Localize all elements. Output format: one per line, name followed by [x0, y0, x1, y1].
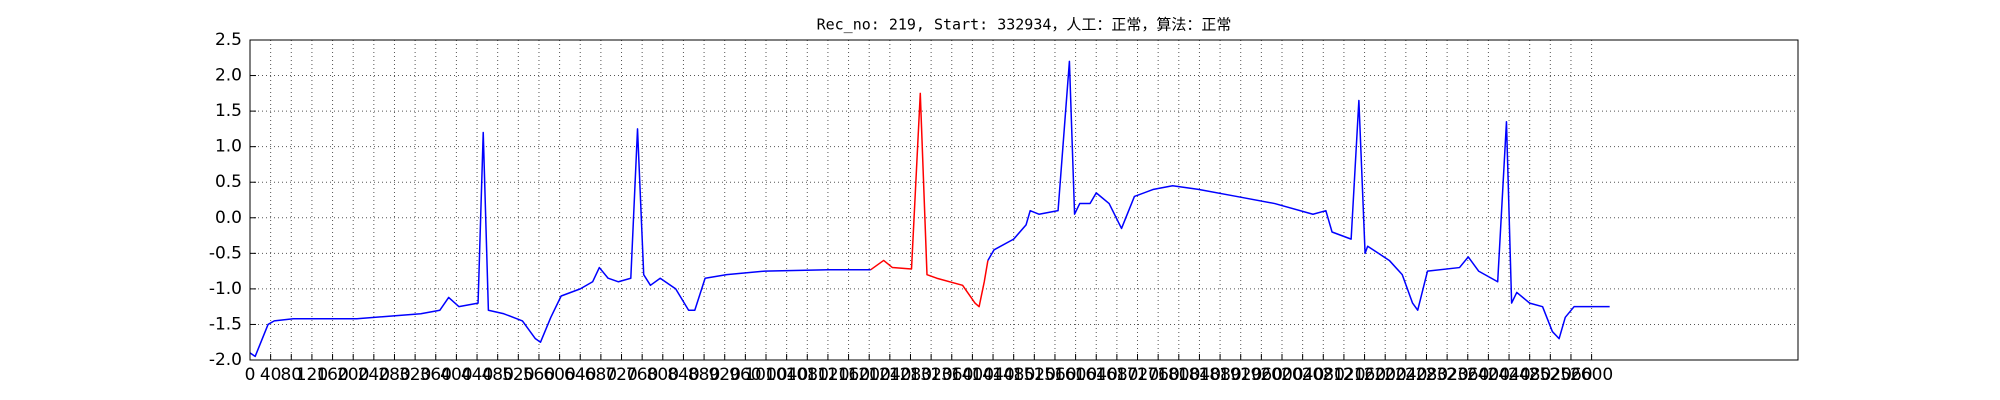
x-tick-label: 1080 — [786, 365, 829, 385]
x-tick-label: 400 — [440, 365, 472, 385]
x-tick-label: 2240 — [1384, 365, 1427, 385]
x-tick-label: 2080 — [1302, 365, 1345, 385]
x-tick-label: 1360 — [930, 365, 973, 385]
x-tick-label: 2160 — [1343, 365, 1386, 385]
x-tick-label: 880 — [688, 365, 720, 385]
x-tick-label: 2000 — [1260, 365, 1303, 385]
data-line — [870, 92, 989, 308]
x-tick-label: 320 — [399, 365, 431, 385]
x-tick-label: 1400 — [951, 365, 994, 385]
plot-frame — [249, 39, 1799, 361]
x-tick-label: 2400 — [1467, 365, 1510, 385]
y-tick-label: 2.0 — [215, 66, 242, 86]
x-tick-label: 2560 — [1549, 365, 1592, 385]
x-tick-label: 1520 — [1013, 365, 1056, 385]
x-tick-label: 1800 — [1157, 365, 1200, 385]
x-tick-label: 2320 — [1425, 365, 1468, 385]
y-tick-label: 2.5 — [215, 30, 242, 50]
x-tick-label: 1640 — [1075, 365, 1118, 385]
x-tick-label: 520 — [502, 365, 534, 385]
y-tick-label: 0.5 — [215, 172, 242, 192]
x-tick-label: 360 — [420, 365, 452, 385]
x-tick-label: 120 — [296, 365, 328, 385]
x-tick-label: 2480 — [1508, 365, 1551, 385]
x-tick-label: 1600 — [1054, 365, 1097, 385]
x-tick-label: 1480 — [992, 365, 1035, 385]
y-tick-label: 1.5 — [215, 101, 242, 121]
x-tick-label: 80 — [280, 365, 302, 385]
x-tick-label: 2120 — [1322, 365, 1365, 385]
y-tick-label: -1.5 — [209, 314, 242, 334]
x-tick-label: 1040 — [765, 365, 808, 385]
y-tick-label: 0.0 — [215, 208, 242, 228]
x-tick-label: 1240 — [868, 365, 911, 385]
x-tick-label: 2600 — [1570, 365, 1613, 385]
x-tick-label: 1160 — [827, 365, 870, 385]
x-tick-label: 1280 — [889, 365, 932, 385]
y-tick-label: -2.0 — [209, 350, 242, 370]
x-tick-label: 1000 — [744, 365, 787, 385]
y-tick-label: -0.5 — [209, 243, 242, 263]
x-tick-label: 1200 — [848, 365, 891, 385]
x-tick-label: 2440 — [1487, 365, 1530, 385]
x-tick-label: 480 — [481, 365, 513, 385]
y-tick-label: -1.0 — [209, 279, 242, 299]
x-tick-label: 160 — [316, 365, 348, 385]
x-tick-label: 1560 — [1033, 365, 1076, 385]
x-tick-label: 1680 — [1095, 365, 1138, 385]
x-tick-label: 2040 — [1281, 365, 1324, 385]
x-tick-label: 600 — [543, 365, 575, 385]
x-tick-label: 240 — [358, 365, 390, 385]
x-tick-label: 440 — [461, 365, 493, 385]
x-tick-label: 840 — [667, 365, 699, 385]
x-tick-label: 800 — [647, 365, 679, 385]
x-tick-label: 680 — [585, 365, 617, 385]
x-tick-label: 2200 — [1364, 365, 1407, 385]
y-tick-label: 1.0 — [215, 137, 242, 157]
x-tick-label: 2520 — [1529, 365, 1572, 385]
x-tick-label: 280 — [378, 365, 410, 385]
x-tick-label: 1880 — [1198, 365, 1241, 385]
data-line — [249, 60, 1610, 358]
x-tick-label: 720 — [605, 365, 637, 385]
x-tick-label: 1960 — [1240, 365, 1283, 385]
x-tick-label: 0 — [245, 365, 256, 385]
x-tick-label: 1320 — [909, 365, 952, 385]
x-tick-label: 1440 — [971, 365, 1014, 385]
x-tick-label: 640 — [564, 365, 596, 385]
x-tick-label: 960 — [729, 365, 761, 385]
chart-title: Rec_no: 219, Start: 332934，人工：正常，算法：正常 — [817, 16, 1232, 34]
x-tick-label: 2360 — [1446, 365, 1489, 385]
x-tick-label: 1920 — [1219, 365, 1262, 385]
x-tick-label: 1120 — [806, 365, 849, 385]
x-tick-label: 1760 — [1137, 365, 1180, 385]
x-tick-label: 1720 — [1116, 365, 1159, 385]
x-tick-label: 920 — [708, 365, 740, 385]
x-tick-label: 560 — [523, 365, 555, 385]
x-tick-label: 1840 — [1178, 365, 1221, 385]
x-tick-label: 2280 — [1405, 365, 1448, 385]
x-tick-label: 200 — [337, 365, 369, 385]
x-tick-label: 760 — [626, 365, 658, 385]
x-tick-label: 40 — [260, 365, 282, 385]
